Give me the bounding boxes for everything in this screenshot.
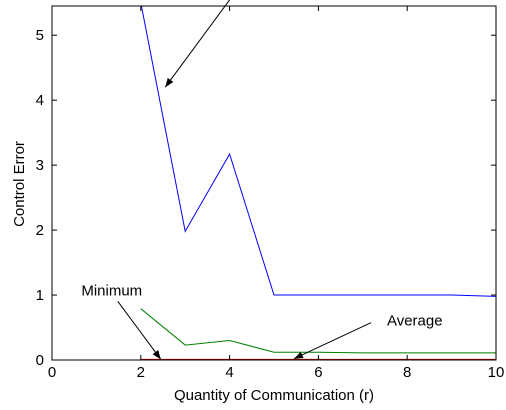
series-layer: [140, 6, 496, 360]
x-tick-label: 2: [137, 364, 145, 381]
x-tick-label: 8: [403, 364, 411, 381]
y-tick-label: 5: [36, 27, 44, 44]
x-tick-label: 4: [225, 364, 233, 381]
y-tick-label: 0: [36, 352, 44, 369]
x-tick-label: 10: [488, 364, 505, 381]
y-tick-label: 2: [36, 222, 44, 239]
annotation-layer: Maximum Average Minimum: [81, 0, 443, 360]
y-tick-label: 4: [36, 92, 44, 109]
y-tick-label: 1: [36, 287, 44, 304]
plot-background: [52, 6, 496, 360]
annotation-arrow-line: [293, 322, 372, 360]
annotation-arrowhead: [152, 350, 161, 360]
x-tick-label: 6: [314, 364, 322, 381]
annotation-arrow-line: [164, 0, 231, 88]
series-line-0: [140, 6, 496, 297]
annotation-arrowhead: [165, 77, 174, 88]
plot-frame: [51, 5, 497, 361]
series-line-1: [140, 308, 496, 354]
annotation-label: Maximum: [241, 0, 306, 2]
x-axis-title: Quantity of Communication (r): [174, 387, 374, 404]
y-axis-title: Control Error: [11, 141, 28, 227]
x-tick-label: 0: [48, 364, 56, 381]
y-tick-label: 3: [36, 157, 44, 174]
annotation-label: Minimum: [81, 282, 142, 299]
annotation-arrowhead: [293, 351, 304, 359]
plot-area: [52, 6, 496, 360]
annotation-label: Average: [387, 313, 443, 330]
annotation-arrow-line: [117, 301, 162, 360]
axes-layer: 0 2 4 6 8 10 0 1 2 3 4 5: [36, 5, 505, 381]
